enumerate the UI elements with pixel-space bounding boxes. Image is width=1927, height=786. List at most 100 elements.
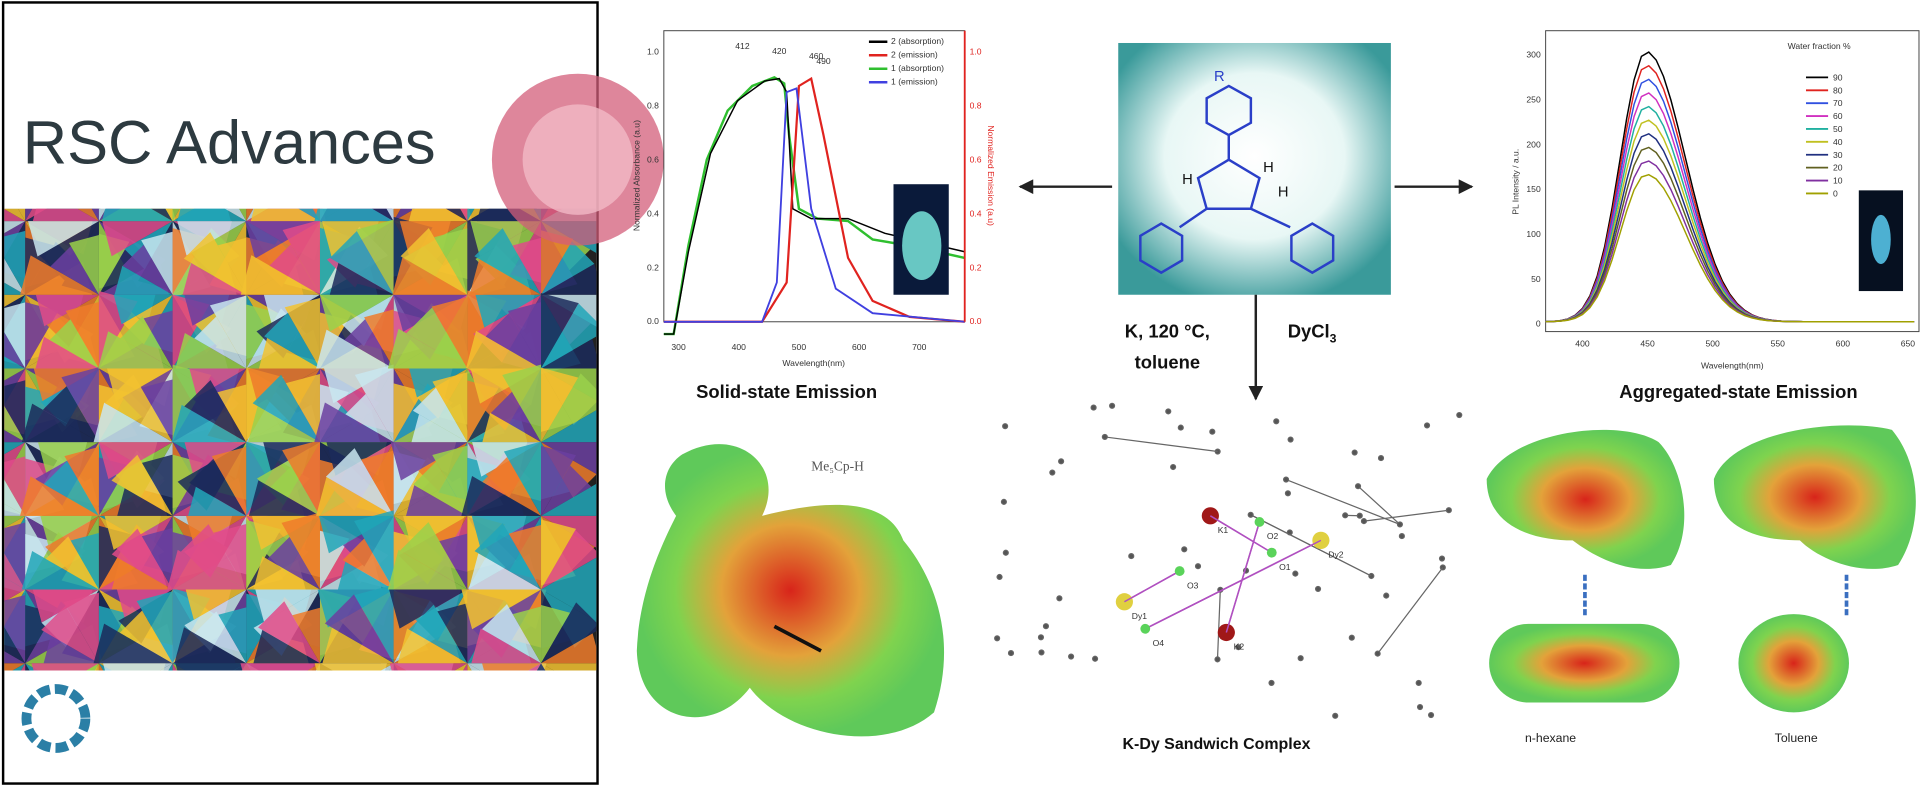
cover-facet <box>467 663 481 671</box>
atom <box>1396 521 1403 528</box>
cover-facet <box>120 316 173 369</box>
cover-facet <box>31 663 99 671</box>
cover-facet <box>182 262 247 295</box>
cover-facet <box>463 663 468 671</box>
cover-facet <box>4 456 26 516</box>
aggregated-plot <box>1545 30 1920 333</box>
cover-facet <box>393 383 424 443</box>
cover-facet <box>439 533 468 590</box>
cover-facet <box>471 628 542 664</box>
cover-facet <box>20 476 99 516</box>
atom <box>1284 490 1291 497</box>
cover-facet <box>361 450 394 516</box>
y-tick-label: 50 <box>1531 274 1541 284</box>
metal-atom <box>1174 566 1185 576</box>
y-tick-label: 0 <box>1536 319 1541 329</box>
cover-facet <box>25 663 30 671</box>
cover-facet <box>269 244 320 295</box>
cover-facet <box>63 592 99 664</box>
cover-facet <box>143 310 173 369</box>
cover-facet <box>111 528 173 590</box>
cover-facet <box>167 549 247 590</box>
metal-atom <box>1115 593 1133 611</box>
cover-facet <box>175 332 247 369</box>
atom <box>1170 463 1177 471</box>
atom <box>1056 595 1063 602</box>
y2-tick-label: 0.4 <box>970 208 982 218</box>
atom <box>1287 436 1294 443</box>
cover-facet <box>541 633 597 664</box>
y-tick-label: 0.8 <box>647 101 659 111</box>
cover-facet <box>485 313 542 369</box>
cover-facet <box>21 550 99 590</box>
atom <box>1297 655 1304 662</box>
cover-facet <box>4 594 26 664</box>
atom <box>1209 428 1216 435</box>
y2-tick-label: 0.2 <box>970 262 982 272</box>
atom <box>1037 634 1045 641</box>
cover-facet <box>541 663 554 671</box>
atom <box>1332 712 1339 719</box>
x-axis-label: Wavelength(nm) <box>1701 360 1764 370</box>
x-tick-label: 400 <box>1575 338 1590 348</box>
cover-title: RSC Advances <box>23 108 436 177</box>
atom <box>1423 422 1431 429</box>
cover-facet <box>240 663 320 671</box>
legend-label: 70 <box>1833 98 1843 108</box>
cover-facet <box>502 364 542 443</box>
cover-facet <box>474 228 542 295</box>
cover-facet <box>284 297 320 369</box>
cover-facet <box>411 414 468 443</box>
legend-label: 60 <box>1833 111 1843 121</box>
cover-facet <box>406 485 468 516</box>
cover-facet <box>541 410 597 443</box>
cover-facet <box>372 208 394 222</box>
atom-label: H <box>1182 172 1193 188</box>
atom <box>1049 469 1056 476</box>
cover-facet <box>194 316 247 369</box>
cover-facet <box>141 379 173 443</box>
coordination <box>1209 515 1273 554</box>
y-tick-label: 250 <box>1526 95 1541 105</box>
cover-facet <box>354 584 394 664</box>
crystal-structure <box>994 402 1463 719</box>
cover-facet <box>356 219 394 295</box>
cover-facet <box>267 536 320 590</box>
atom <box>1042 623 1050 630</box>
cover-facet <box>512 606 542 664</box>
cover-facet <box>541 293 579 369</box>
atom-label: K2 <box>1234 642 1245 652</box>
cover-facet <box>94 663 99 671</box>
legend-label: 20 <box>1833 163 1843 173</box>
cover-facet <box>141 528 173 590</box>
atom <box>1354 483 1362 490</box>
cover-facet <box>512 237 542 295</box>
cover-facet <box>248 406 320 443</box>
coordination <box>1144 539 1322 630</box>
cover-facet <box>258 337 320 369</box>
cover-facet <box>102 221 173 257</box>
y2-tick-label: 0.0 <box>970 316 982 326</box>
atom <box>1456 411 1463 419</box>
atom <box>1007 650 1015 657</box>
cover-facet <box>474 523 542 590</box>
atom <box>1177 424 1184 431</box>
cover-facet <box>20 255 99 295</box>
cover-facet <box>314 663 394 671</box>
cover-facet <box>345 393 394 443</box>
atom <box>1314 585 1322 593</box>
cover-facet <box>541 663 546 671</box>
reagent: DyCl3 <box>1288 321 1337 346</box>
atom <box>1351 449 1358 456</box>
cover-facet <box>285 374 320 443</box>
atom <box>1214 656 1221 663</box>
atom <box>1273 418 1280 425</box>
cover-facet <box>541 263 597 295</box>
cover-facet <box>4 442 26 479</box>
legend-label: 10 <box>1833 176 1843 186</box>
atom-label: R <box>1214 69 1225 85</box>
molecule-label: Me₅Cp-H <box>811 458 864 473</box>
atom <box>1128 552 1135 560</box>
cover-facet <box>282 220 320 295</box>
atom <box>1356 512 1363 519</box>
